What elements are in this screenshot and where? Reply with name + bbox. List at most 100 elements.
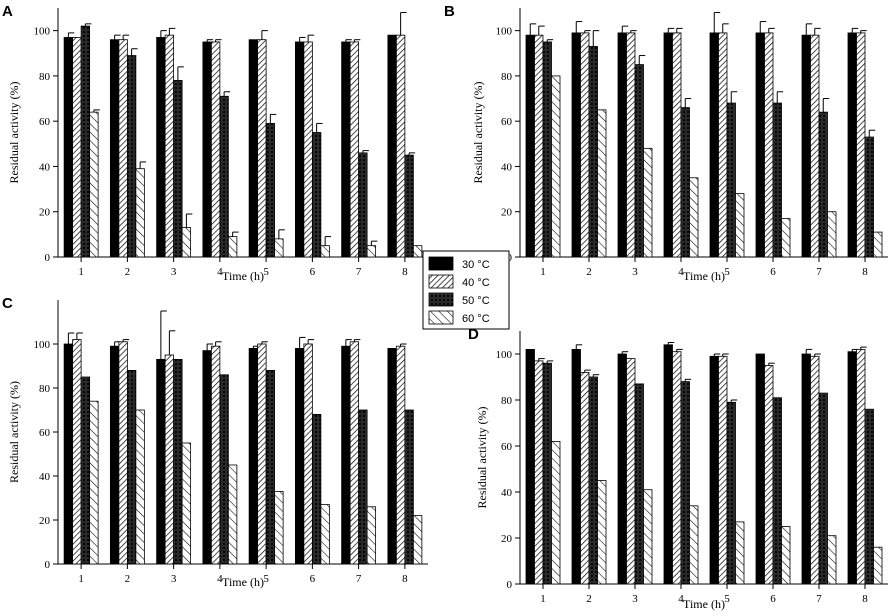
y-tick-label: 80 (39, 383, 51, 395)
panel-letter-c: C (2, 295, 13, 312)
bar-50c (680, 381, 690, 585)
bar-60c (551, 440, 561, 585)
bar-60c (689, 177, 699, 258)
bar-60c (597, 480, 607, 585)
bar-50c (542, 41, 552, 258)
bar-50c (726, 401, 736, 585)
bar-40c (856, 348, 866, 585)
bar-60c (135, 409, 145, 565)
legend-label-40c: 40 °C (462, 277, 490, 289)
bar-40c (810, 355, 820, 585)
bar-30c (248, 39, 259, 258)
bar-40c (672, 32, 682, 258)
bar-60c (366, 245, 377, 258)
bar-50c (358, 409, 368, 565)
bar-30c (63, 37, 74, 258)
bar-30c (294, 41, 305, 258)
bar-60c (735, 193, 745, 258)
legend-label-30c: 30 °C (462, 259, 490, 271)
bar-30c (109, 345, 120, 565)
bar-40c (672, 351, 682, 585)
x-tick-label: 7 (356, 573, 362, 585)
bar-30c (387, 34, 397, 258)
bar-40c (856, 32, 866, 258)
y-tick-label: 0 (45, 252, 51, 264)
bar-40c (118, 39, 128, 258)
x-tick-label: 6 (310, 266, 316, 278)
bar-30c (202, 350, 212, 565)
panel-letter-d: D (468, 326, 479, 343)
bar-60c (643, 489, 653, 585)
bar-50c (588, 46, 598, 258)
bar-60c (781, 526, 791, 585)
bar-40c (580, 371, 590, 585)
y-tick-label: 80 (39, 71, 51, 83)
y-axis-title: Residual activity (%) (7, 381, 21, 483)
bar-50c (265, 369, 276, 565)
y-tick-label: 20 (501, 533, 513, 545)
y-tick-label: 40 (39, 161, 51, 173)
legend-swatch-30c (428, 256, 454, 271)
bar-30c (341, 41, 351, 258)
bar-40c (626, 358, 636, 585)
bar-50c (634, 64, 644, 258)
bar-60c (827, 211, 837, 258)
bar-30c (156, 37, 166, 258)
x-axis-title: Time (h) (222, 269, 264, 283)
legend: 30 °C 40 °C 50 °C 60 °C (422, 250, 510, 330)
bar-40c (349, 341, 360, 565)
bar-60c (227, 464, 238, 565)
x-tick-label: 5 (263, 573, 269, 585)
x-tick-label: 3 (632, 266, 638, 278)
bar-50c (864, 136, 874, 258)
y-tick-label: 80 (501, 395, 513, 407)
y-tick-label: 100 (34, 339, 51, 351)
x-tick-label: 8 (402, 266, 408, 278)
bar-60c (597, 109, 607, 258)
bar-30c (847, 351, 857, 585)
x-tick-label: 6 (770, 593, 776, 605)
bar-50c (680, 107, 690, 258)
y-tick-label: 100 (34, 26, 51, 38)
y-tick-label: 100 (496, 349, 513, 361)
bar-40c (210, 41, 221, 258)
x-tick-label: 6 (770, 266, 776, 278)
y-tick-label: 60 (39, 427, 51, 439)
bar-50c (219, 95, 229, 258)
x-tick-label: 7 (816, 266, 822, 278)
y-tick-label: 0 (507, 579, 513, 591)
bar-30c (663, 344, 673, 585)
x-tick-label: 2 (125, 573, 131, 585)
bar-30c (755, 353, 765, 585)
y-tick-label: 60 (501, 441, 513, 453)
bar-60c (689, 505, 699, 585)
x-tick-label: 2 (125, 266, 131, 278)
bar-30c (341, 345, 351, 565)
bar-40c (810, 34, 820, 258)
x-tick-label: 2 (586, 593, 592, 605)
legend-label-50c: 50 °C (462, 295, 490, 307)
bar-60c (274, 238, 284, 258)
bar-40c (395, 345, 406, 565)
bar-30c (571, 32, 581, 258)
y-tick-label: 0 (45, 559, 51, 571)
x-tick-label: 5 (724, 593, 730, 605)
bar-30c (294, 347, 305, 565)
bar-30c (525, 348, 535, 585)
bar-30c (709, 32, 719, 258)
bar-60c (89, 400, 99, 565)
panel-a: 0 20 40 60 80 100 1 2 3 4 5 6 7 8 Time (h) Residual act… (7, 8, 428, 283)
bar-50c (219, 374, 229, 565)
bar-40c (395, 34, 406, 258)
bar-60c (827, 535, 837, 585)
bar-40c (118, 341, 128, 565)
x-tick-label: 2 (586, 266, 592, 278)
bar-50c (311, 132, 322, 258)
x-tick-label: 4 (678, 593, 684, 605)
bar-30c (755, 32, 765, 258)
bar-60c (873, 231, 883, 258)
panel-c: 0 20 40 60 80 100 1 2 3 4 5 6 7 8 Time (h) Residual act… (7, 300, 428, 589)
bar-40c (626, 32, 636, 258)
bar-40c (349, 41, 360, 258)
